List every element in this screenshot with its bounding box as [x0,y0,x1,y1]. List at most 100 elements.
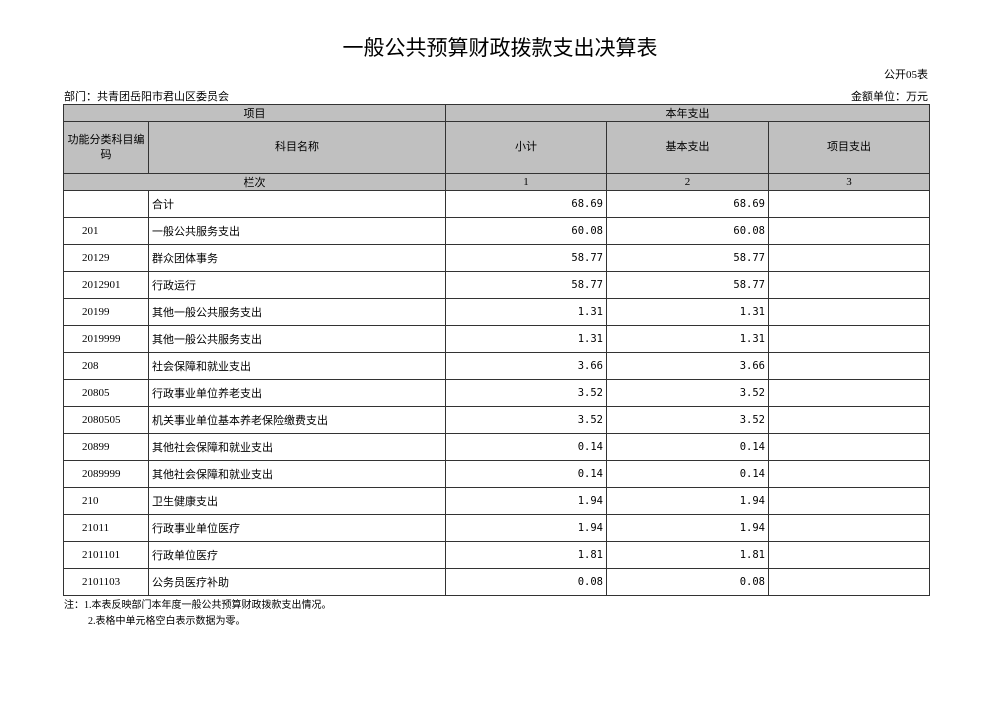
cell-subtotal: 1.31 [445,298,607,326]
cell-name: 行政单位医疗 [148,541,446,569]
table-row: 21011 行政事业单位医疗 1.94 1.94 [63,514,930,542]
cell-subtotal: 68.69 [445,190,607,218]
table-row: 20129 群众团体事务 58.77 58.77 [63,244,930,272]
table-row: 210 卫生健康支出 1.94 1.94 [63,487,930,515]
cell-name: 公务员医疗补助 [148,568,446,596]
cell-code: 2080505 [63,406,149,434]
cell-name: 社会保障和就业支出 [148,352,446,380]
cell-code [63,190,149,218]
header-project: 项目支出 [768,121,930,174]
table-number: 公开05表 [884,69,928,81]
cell-code: 201 [63,217,149,245]
cell-name: 卫生健康支出 [148,487,446,515]
cell-basic: 0.08 [606,568,769,596]
cell-basic: 3.52 [606,406,769,434]
cell-subtotal: 58.77 [445,244,607,272]
cell-subtotal: 1.94 [445,487,607,515]
header-basic: 基本支出 [606,121,769,174]
cell-basic: 1.81 [606,541,769,569]
table-row: 20805 行政事业单位养老支出 3.52 3.52 [63,379,930,407]
unit-label: 金额单位：万元 [851,91,928,103]
note-1: 注：1.本表反映部门本年度一般公共预算财政拨款支出情况。 [64,600,332,611]
cell-basic: 1.31 [606,298,769,326]
notes: 注：1.本表反映部门本年度一般公共预算财政拨款支出情况。 2.表格中单元格空白表… [64,598,332,630]
header-current-year: 本年支出 [445,104,930,122]
cell-project [768,568,930,596]
cell-project [768,460,930,488]
table-row: 2089999 其他社会保障和就业支出 0.14 0.14 [63,460,930,488]
table-row: 2012901 行政运行 58.77 58.77 [63,271,930,299]
cell-project [768,325,930,353]
cell-subtotal: 60.08 [445,217,607,245]
cell-subtotal: 0.14 [445,460,607,488]
cell-basic: 68.69 [606,190,769,218]
cell-project [768,541,930,569]
header-item: 项目 [63,104,446,122]
cell-name: 群众团体事务 [148,244,446,272]
cell-name: 其他社会保障和就业支出 [148,433,446,461]
table-row: 2101101 行政单位医疗 1.81 1.81 [63,541,930,569]
cell-subtotal: 1.31 [445,325,607,353]
table-row: 2101103 公务员医疗补助 0.08 0.08 [63,568,930,596]
table-row: 2080505 机关事业单位基本养老保险缴费支出 3.52 3.52 [63,406,930,434]
cell-code: 2101103 [63,568,149,596]
cell-basic: 60.08 [606,217,769,245]
cell-name: 合计 [148,190,446,218]
cell-name: 其他社会保障和就业支出 [148,460,446,488]
cell-name: 其他一般公共服务支出 [148,325,446,353]
cell-name: 行政事业单位养老支出 [148,379,446,407]
cell-subtotal: 1.81 [445,541,607,569]
table-row: 合计 68.69 68.69 [63,190,930,218]
cell-subtotal: 0.08 [445,568,607,596]
cell-project [768,487,930,515]
table-row: 2019999 其他一般公共服务支出 1.31 1.31 [63,325,930,353]
header-c2: 2 [606,173,769,191]
cell-basic: 3.66 [606,352,769,380]
cell-basic: 1.31 [606,325,769,353]
table-row: 208 社会保障和就业支出 3.66 3.66 [63,352,930,380]
page-title: 一般公共预算财政拨款支出决算表 [342,36,658,60]
cell-name: 其他一般公共服务支出 [148,298,446,326]
cell-subtotal: 3.52 [445,406,607,434]
header-code: 功能分类科目编码 [63,121,149,174]
cell-code: 20199 [63,298,149,326]
cell-code: 21011 [63,514,149,542]
cell-basic: 0.14 [606,433,769,461]
cell-code: 20805 [63,379,149,407]
cell-code: 210 [63,487,149,515]
cell-project [768,352,930,380]
table-row: 201 一般公共服务支出 60.08 60.08 [63,217,930,245]
cell-basic: 58.77 [606,271,769,299]
cell-subtotal: 58.77 [445,271,607,299]
table-row: 20899 其他社会保障和就业支出 0.14 0.14 [63,433,930,461]
cell-subtotal: 3.52 [445,379,607,407]
cell-project [768,514,930,542]
cell-basic: 1.94 [606,514,769,542]
cell-basic: 58.77 [606,244,769,272]
cell-subtotal: 3.66 [445,352,607,380]
cell-code: 2089999 [63,460,149,488]
header-c1: 1 [445,173,607,191]
cell-project [768,271,930,299]
cell-code: 20899 [63,433,149,461]
table-row: 20199 其他一般公共服务支出 1.31 1.31 [63,298,930,326]
cell-project [768,406,930,434]
cell-code: 2012901 [63,271,149,299]
cell-basic: 3.52 [606,379,769,407]
header-col-order: 栏次 [63,173,446,191]
cell-basic: 0.14 [606,460,769,488]
cell-code: 2019999 [63,325,149,353]
cell-name: 一般公共服务支出 [148,217,446,245]
cell-name: 行政运行 [148,271,446,299]
note-2: 2.表格中单元格空白表示数据为零。 [88,616,246,627]
header-subtotal: 小计 [445,121,607,174]
expenditure-table: 项目 本年支出 功能分类科目编码 科目名称 小计 基本支出 项目支出 栏次 1 … [63,104,930,596]
cell-project [768,298,930,326]
cell-project [768,379,930,407]
cell-code: 20129 [63,244,149,272]
cell-project [768,433,930,461]
cell-basic: 1.94 [606,487,769,515]
cell-project [768,190,930,218]
cell-name: 行政事业单位医疗 [148,514,446,542]
header-c3: 3 [768,173,930,191]
